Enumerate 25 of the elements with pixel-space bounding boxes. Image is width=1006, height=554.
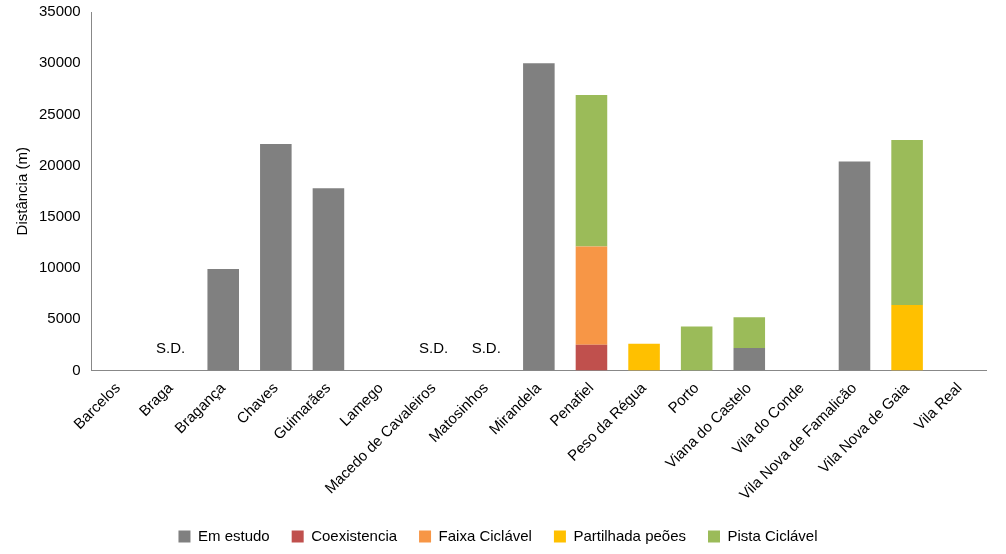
legend-label: Faixa Ciclável: [438, 526, 532, 544]
text: S.D.: [471, 338, 501, 356]
text: S.D.: [419, 338, 449, 356]
text: S.D.: [156, 338, 186, 356]
legend-label: Em estudo: [197, 526, 270, 544]
bar: [628, 343, 660, 371]
bar: [891, 304, 923, 371]
bar: [680, 326, 713, 371]
y-axis-title: Distância (m): [13, 147, 31, 236]
y-tick-label: 20000: [38, 155, 81, 173]
y-tick-label: 35000: [38, 2, 81, 20]
y-tick-label: 30000: [38, 53, 81, 71]
y-tick-label: 0: [72, 360, 81, 378]
legend-label: Pista Ciclável: [727, 526, 818, 544]
legend-label: Coexistencia: [311, 526, 398, 544]
bar: [575, 94, 608, 247]
bar: [891, 140, 923, 305]
y-tick-label: 10000: [38, 258, 81, 276]
bar: [575, 246, 608, 345]
y-tick-label: 25000: [38, 104, 81, 122]
y-tick-label: 15000: [38, 206, 81, 224]
legend-label: Partilhada peões: [573, 526, 687, 544]
bar: [575, 344, 608, 371]
bar: [733, 317, 766, 348]
y-tick-label: 5000: [47, 309, 81, 327]
